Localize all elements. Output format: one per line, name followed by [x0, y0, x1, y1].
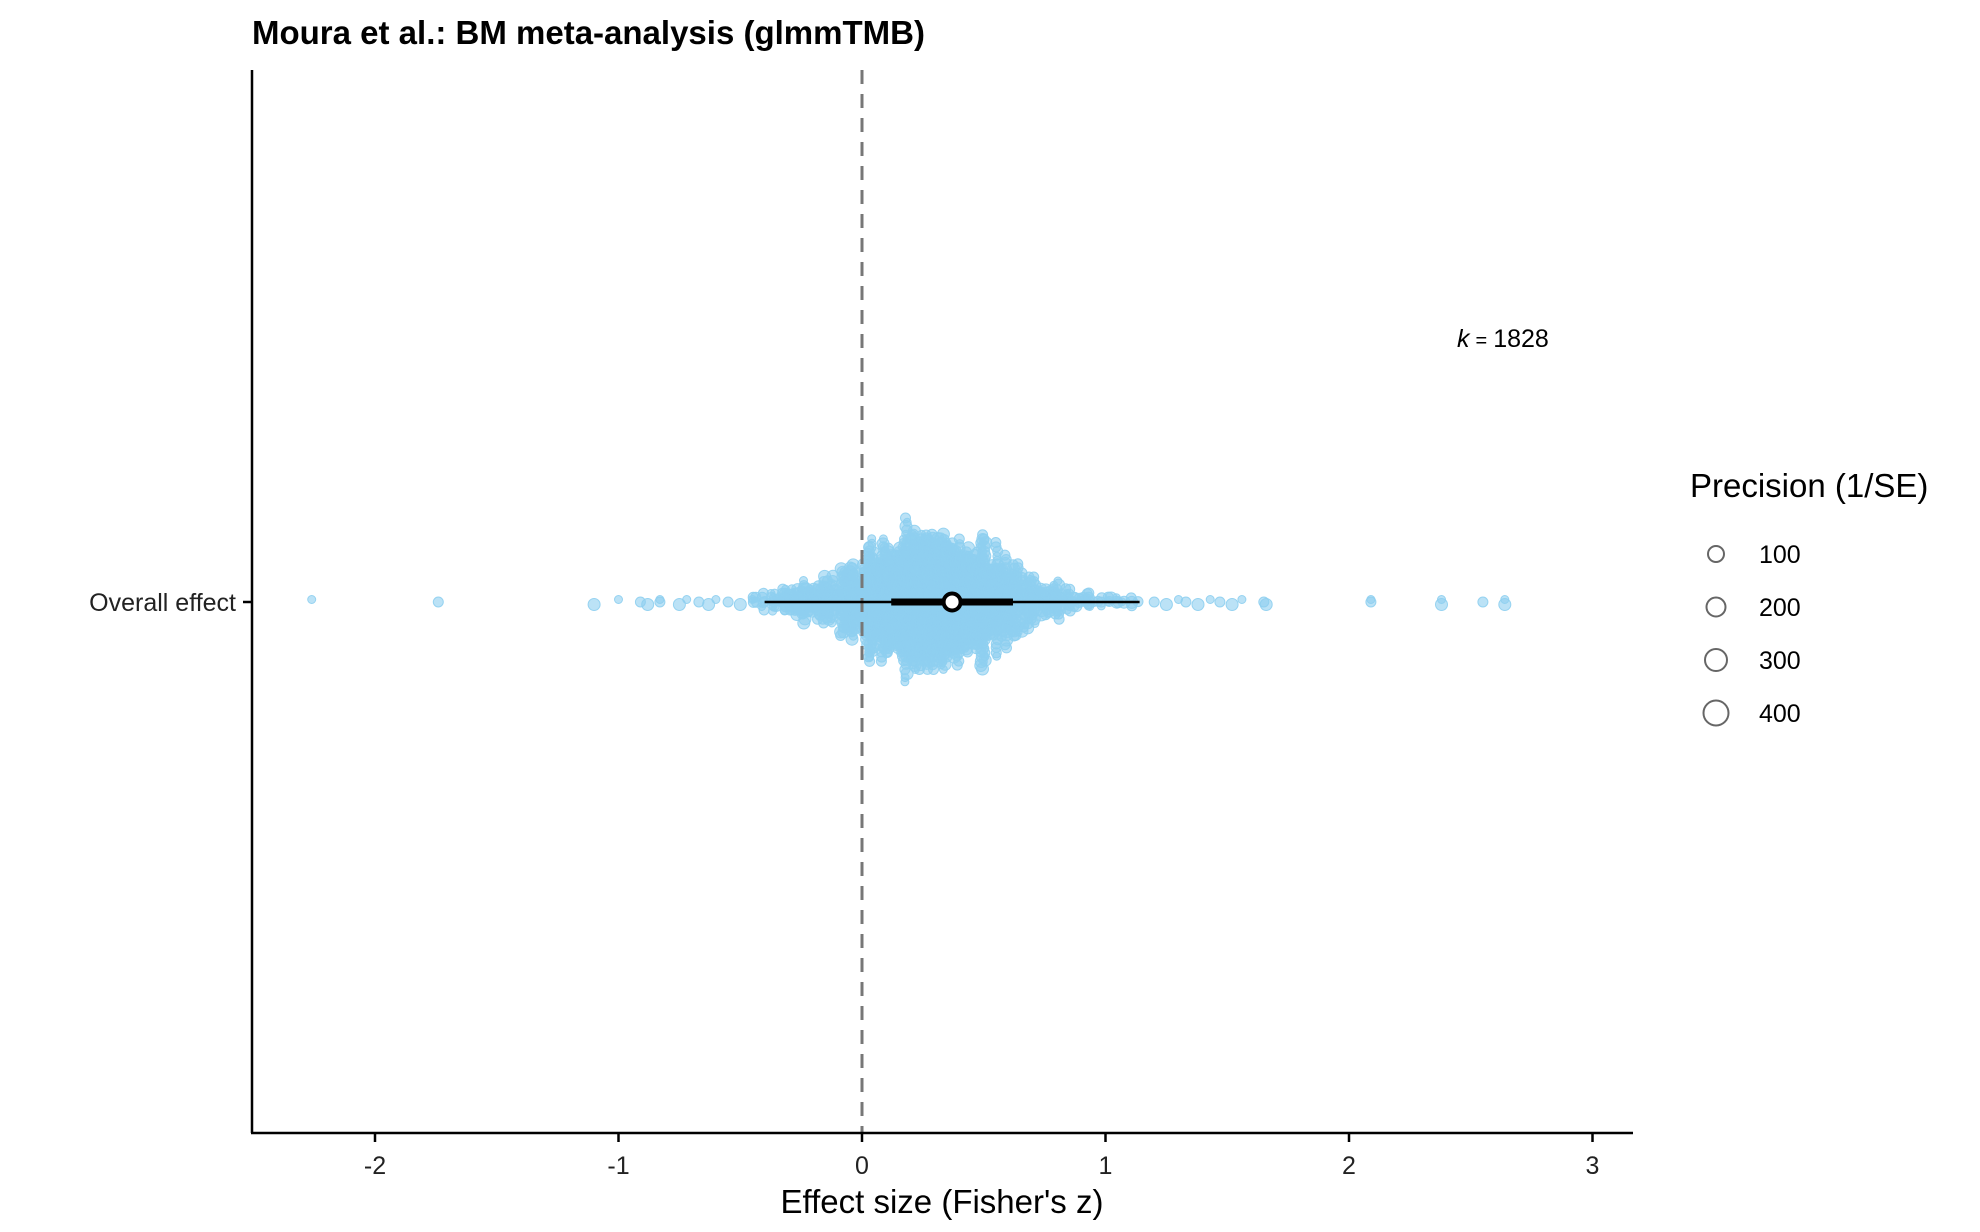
- data-point: [875, 655, 887, 667]
- x-tick-label: 1: [1099, 1152, 1113, 1180]
- data-point: [867, 534, 877, 544]
- data-point: [990, 537, 1002, 548]
- data-point: [978, 653, 992, 667]
- x-tick-label: 2: [1342, 1152, 1356, 1180]
- legend-item-label: 200: [1759, 594, 1801, 622]
- data-point: [1225, 598, 1239, 611]
- data-point: [1012, 558, 1024, 570]
- data-point: [818, 569, 832, 583]
- data-point: [722, 596, 734, 608]
- data-point: [432, 596, 444, 608]
- data-point: [978, 533, 990, 545]
- data-point: [837, 625, 851, 639]
- data-point: [951, 659, 963, 671]
- data-point: [999, 549, 1011, 561]
- data-point: [1030, 619, 1040, 628]
- data-point: [878, 534, 888, 544]
- legend-item-label: 300: [1759, 647, 1801, 675]
- data-point: [711, 595, 721, 604]
- data-point: [881, 647, 893, 658]
- data-point: [1259, 598, 1273, 611]
- data-point: [766, 589, 776, 598]
- legend-title: Precision (1/SE): [1690, 467, 1928, 504]
- legend-size-marker: [1705, 596, 1727, 618]
- data-point: [614, 595, 623, 604]
- data-point: [641, 598, 655, 611]
- data-point: [900, 512, 911, 524]
- data-point: [1237, 595, 1247, 604]
- data-point: [702, 598, 716, 611]
- x-tick-label: 3: [1586, 1152, 1600, 1180]
- legend-size-marker: [1702, 699, 1730, 727]
- data-point: [818, 617, 830, 629]
- data-point: [1148, 596, 1160, 608]
- x-tick-label: -2: [364, 1152, 386, 1180]
- x-tick-label: 0: [855, 1152, 869, 1180]
- x-axis-title: Effect size (Fisher's z): [781, 1183, 1104, 1220]
- k-label: k = 1828: [1457, 325, 1549, 353]
- data-point: [587, 598, 601, 611]
- data-point: [1053, 613, 1065, 625]
- x-tick-label: -1: [607, 1152, 629, 1180]
- data-point: [900, 677, 910, 687]
- data-point: [789, 604, 801, 616]
- data-point: [1437, 595, 1446, 604]
- data-point: [852, 584, 864, 596]
- data-point: [864, 655, 876, 667]
- data-point: [953, 533, 965, 545]
- data-point: [1214, 596, 1226, 608]
- legend-items: 100 200 300 400: [1702, 541, 1801, 728]
- chart-title: Moura et al.: BM meta-analysis (glmmTMB): [252, 14, 925, 51]
- mean-estimate-point: [941, 591, 963, 613]
- data-point: [839, 566, 851, 578]
- data-point: [789, 587, 801, 599]
- data-point: [1477, 596, 1489, 608]
- data-point: [849, 621, 863, 635]
- data-point: [1159, 598, 1173, 611]
- data-point: [809, 600, 823, 614]
- data-point: [1028, 571, 1040, 583]
- data-point: [747, 595, 757, 604]
- data-point: [834, 587, 845, 599]
- data-point: [1500, 595, 1510, 604]
- data-point: [1365, 596, 1377, 608]
- legend-size-marker: [1704, 648, 1728, 672]
- data-point: [1205, 595, 1215, 604]
- data-point: [1053, 576, 1063, 586]
- data-point: [1191, 598, 1205, 611]
- k-equals: =: [1476, 330, 1488, 352]
- legend-item-label: 400: [1759, 700, 1801, 728]
- data-point: [768, 606, 778, 616]
- data-point: [992, 651, 1002, 661]
- data-point: [682, 595, 692, 604]
- data-point: [1180, 596, 1192, 608]
- data-point: [307, 595, 317, 604]
- overall-estimate: [764, 591, 1140, 613]
- legend: Precision (1/SE) 100 200 300 400: [1690, 467, 1928, 728]
- k-value: 1828: [1493, 325, 1549, 353]
- legend-size-marker: [1707, 545, 1725, 563]
- k-symbol: k: [1457, 325, 1471, 353]
- data-point: [733, 598, 747, 611]
- x-axis-ticks: -2 -1 0 1 2 3: [364, 1133, 1600, 1180]
- y-tick-label-overall-effect: Overall effect: [89, 589, 236, 617]
- data-point: [672, 598, 686, 611]
- data-point: [654, 596, 666, 608]
- data-point: [1083, 587, 1095, 599]
- legend-item-label: 100: [1759, 541, 1801, 569]
- data-point: [938, 664, 948, 674]
- data-point: [1001, 642, 1012, 654]
